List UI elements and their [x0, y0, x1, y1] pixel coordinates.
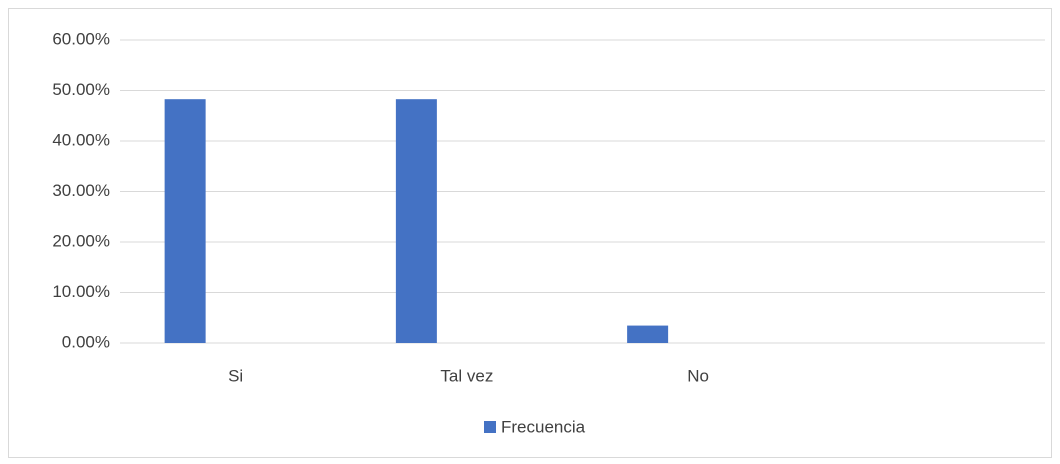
legend-label: Frecuencia [501, 417, 586, 436]
y-tick-label: 60.00% [52, 29, 110, 48]
y-tick-label: 0.00% [62, 332, 110, 351]
legend-swatch [484, 421, 496, 433]
y-tick-label: 10.00% [52, 282, 110, 301]
y-tick-label: 20.00% [52, 231, 110, 250]
bar [627, 325, 669, 343]
y-tick-label: 40.00% [52, 130, 110, 149]
x-tick-label: No [687, 366, 709, 385]
x-tick-label: Si [228, 366, 243, 385]
bar [395, 99, 437, 343]
bar [164, 99, 206, 343]
y-tick-label: 30.00% [52, 181, 110, 200]
x-tick-label: Tal vez [440, 366, 493, 385]
y-tick-label: 50.00% [52, 80, 110, 99]
